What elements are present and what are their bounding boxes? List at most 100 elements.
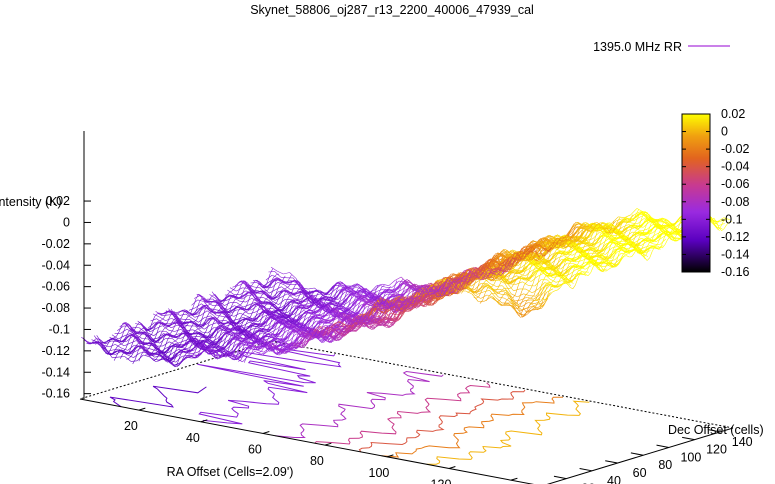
mesh-segment bbox=[519, 273, 526, 277]
mesh-segment bbox=[341, 284, 348, 291]
mesh-segment bbox=[277, 308, 285, 312]
mesh-segment bbox=[227, 313, 235, 317]
mesh-segment bbox=[367, 290, 374, 293]
mesh-segment bbox=[717, 217, 724, 222]
mesh-segment bbox=[344, 307, 352, 311]
mesh-segment bbox=[243, 317, 251, 322]
mesh-segment bbox=[209, 294, 216, 299]
mesh-segment bbox=[357, 291, 364, 294]
mesh-segment bbox=[388, 292, 396, 298]
mesh-segment bbox=[636, 208, 644, 213]
mesh-segment bbox=[289, 272, 297, 279]
mesh-segment bbox=[283, 272, 290, 275]
mesh-segment bbox=[351, 298, 358, 304]
mesh-segment bbox=[322, 292, 330, 296]
mesh-segment bbox=[287, 293, 294, 299]
contour-line bbox=[426, 400, 590, 465]
mesh-segment bbox=[277, 270, 284, 275]
contour-line bbox=[314, 382, 491, 445]
mesh-segment bbox=[294, 280, 301, 287]
mesh-segment bbox=[669, 235, 677, 240]
mesh-segment bbox=[586, 238, 593, 241]
mesh-segment bbox=[411, 288, 418, 293]
mesh-segment bbox=[335, 284, 342, 290]
base-axes bbox=[79, 340, 734, 484]
left-border-line bbox=[79, 340, 272, 400]
mesh-segment bbox=[312, 289, 320, 292]
mesh-segment bbox=[395, 289, 403, 294]
mesh-segment bbox=[391, 288, 399, 291]
mesh-segment bbox=[363, 299, 370, 304]
mesh-segment bbox=[630, 208, 638, 216]
mesh-segment bbox=[388, 280, 396, 286]
contour-line bbox=[197, 348, 342, 425]
mesh-segment bbox=[269, 278, 276, 282]
mesh-segment bbox=[723, 217, 730, 220]
mesh-segment bbox=[229, 287, 237, 292]
mesh-segment bbox=[269, 303, 276, 308]
mesh-segment bbox=[356, 287, 363, 290]
mesh-segment bbox=[634, 211, 641, 215]
mesh-segment bbox=[248, 294, 255, 296]
mesh-segment bbox=[341, 302, 348, 306]
mesh-segment bbox=[272, 300, 279, 305]
mesh-segment bbox=[413, 285, 421, 289]
mesh-segment bbox=[643, 238, 650, 241]
contour-line bbox=[275, 370, 444, 438]
mesh-segment bbox=[262, 287, 270, 294]
mesh-segment bbox=[656, 230, 663, 235]
mesh-segment bbox=[300, 312, 308, 316]
x-axis-line bbox=[79, 398, 535, 484]
mesh-segment bbox=[382, 283, 389, 286]
mesh-segment bbox=[575, 221, 583, 225]
mesh-segment bbox=[295, 293, 303, 297]
mesh-segment bbox=[592, 223, 599, 227]
mesh-segment bbox=[232, 285, 239, 288]
mesh-segment bbox=[366, 304, 373, 307]
contour-line bbox=[381, 396, 563, 458]
contour-lines bbox=[109, 348, 590, 465]
mesh-segment bbox=[249, 301, 256, 306]
mesh-segment bbox=[283, 284, 291, 290]
surface-mesh bbox=[81, 208, 732, 368]
mesh-segment bbox=[274, 278, 281, 282]
mesh-segment bbox=[631, 222, 638, 225]
contour-line bbox=[358, 389, 526, 453]
mesh-segment bbox=[239, 300, 246, 303]
mesh-segment bbox=[554, 247, 561, 252]
mesh-segment bbox=[618, 216, 625, 218]
mesh-segment bbox=[283, 340, 290, 342]
mesh-segment bbox=[653, 243, 660, 246]
mesh-segment bbox=[615, 218, 622, 222]
mesh-segment bbox=[611, 216, 619, 224]
mesh-segment bbox=[549, 278, 557, 283]
mesh-segment bbox=[641, 212, 648, 217]
mesh-segment bbox=[308, 287, 315, 290]
mesh-segment bbox=[263, 297, 270, 302]
mesh-segment bbox=[237, 317, 244, 320]
mesh-segment bbox=[281, 286, 288, 292]
mesh-segment bbox=[293, 298, 300, 301]
contour-line bbox=[109, 385, 207, 408]
mesh-segment bbox=[242, 287, 249, 289]
mesh-segment bbox=[649, 238, 657, 243]
mesh-segment bbox=[298, 300, 305, 304]
mesh-segment bbox=[280, 276, 288, 279]
mesh-segment bbox=[576, 268, 583, 273]
mesh-segment bbox=[271, 274, 279, 279]
mesh-segment bbox=[152, 313, 160, 318]
mesh-segment bbox=[251, 297, 259, 303]
mesh-segment bbox=[235, 296, 243, 300]
mesh-segment bbox=[233, 294, 240, 296]
chart-title: Skynet_58806_oj287_r13_2200_40006_47939_… bbox=[250, 3, 534, 17]
mesh-segment bbox=[577, 226, 585, 230]
mesh-segment bbox=[270, 266, 278, 272]
mesh-segment bbox=[159, 316, 166, 321]
mesh-segment bbox=[394, 276, 402, 281]
mesh-segment bbox=[337, 282, 344, 285]
mesh-segment bbox=[622, 224, 629, 228]
mesh-segment bbox=[647, 241, 654, 245]
mesh-segment bbox=[239, 312, 247, 317]
mesh-segment bbox=[174, 337, 181, 339]
